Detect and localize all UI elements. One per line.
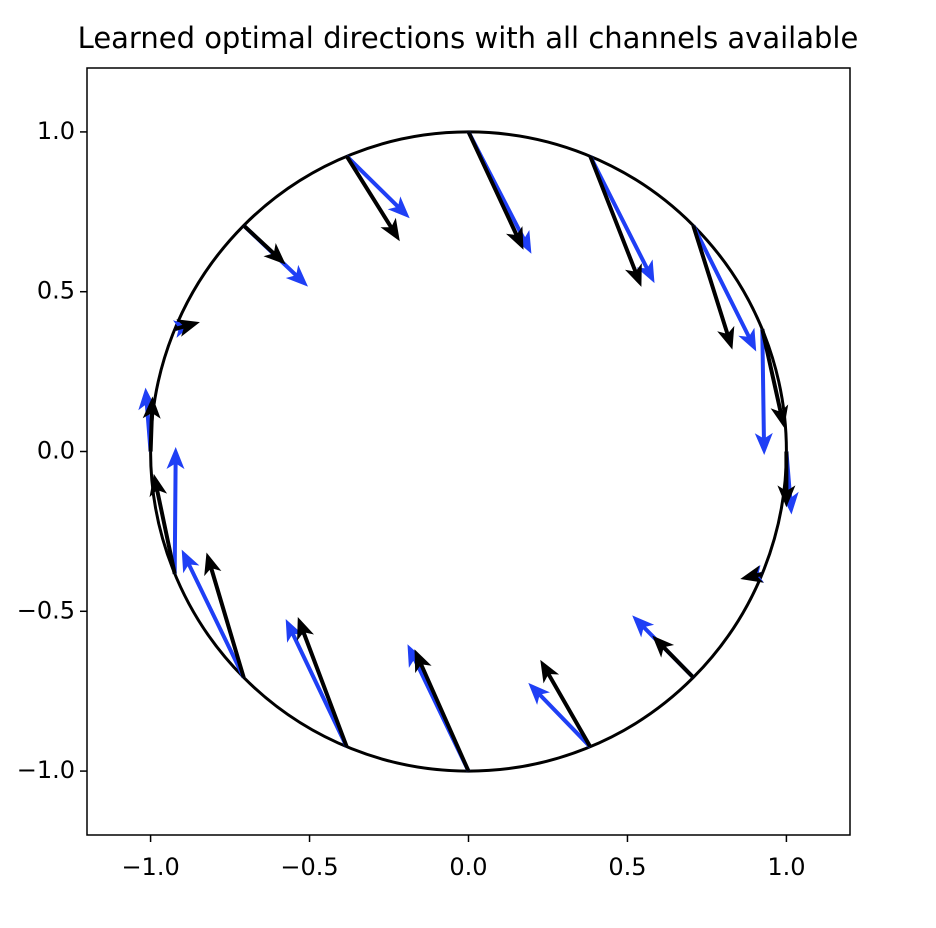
arrow — [142, 396, 161, 452]
y-tick-label: −0.5 — [17, 596, 75, 624]
arrow — [345, 154, 410, 219]
arrow — [181, 549, 246, 679]
arrow — [740, 565, 764, 583]
arrow — [466, 131, 524, 250]
y-tick-label: 0.0 — [37, 437, 75, 465]
arrow — [760, 328, 789, 428]
arrow — [528, 682, 592, 749]
arrow — [652, 635, 695, 679]
y-tick-label: −1.0 — [17, 756, 75, 784]
arrow — [691, 224, 757, 352]
arrow — [345, 155, 400, 242]
x-tick-label: 1.0 — [767, 853, 805, 881]
plot-frame — [86, 67, 851, 836]
arrow — [242, 224, 286, 265]
arrow — [691, 225, 735, 350]
x-tick-label: −0.5 — [280, 853, 338, 881]
arrow — [414, 649, 471, 772]
arrow — [588, 155, 642, 287]
y-tick-label: 0.5 — [37, 277, 75, 305]
x-tick-label: −1.0 — [121, 853, 179, 881]
arrow — [285, 619, 349, 748]
x-tick-label: 0.5 — [608, 853, 646, 881]
y-tick-label: 1.0 — [37, 117, 75, 145]
arrow — [540, 659, 592, 748]
arrow — [754, 329, 773, 455]
arrow — [777, 451, 796, 508]
arrow — [297, 617, 349, 748]
chart-title: Learned optimal directions with all chan… — [78, 21, 859, 55]
arrow — [149, 473, 177, 575]
arrow — [174, 319, 200, 337]
arrow — [204, 552, 246, 678]
arrow — [588, 155, 655, 284]
arrow — [166, 447, 185, 574]
x-tick-label: 0.0 — [449, 853, 487, 881]
